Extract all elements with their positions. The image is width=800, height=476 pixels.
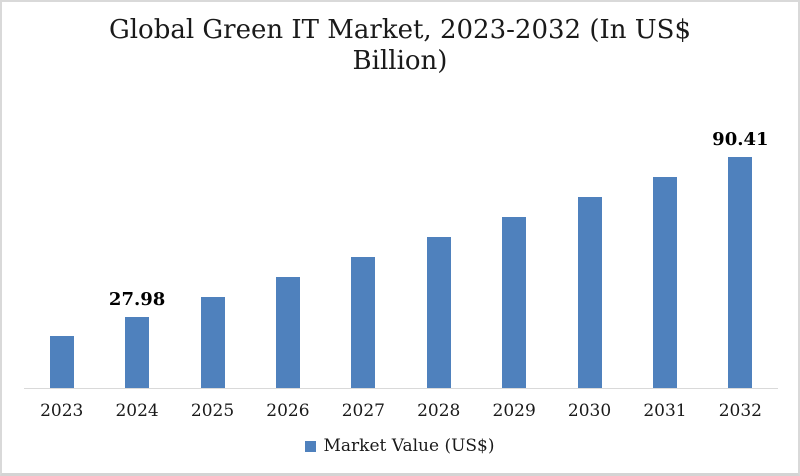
x-axis-label-2026: 2026 xyxy=(266,401,310,421)
x-axis-label-2023: 2023 xyxy=(40,401,84,421)
x-axis-label-2028: 2028 xyxy=(417,401,461,421)
x-axis-label-2029: 2029 xyxy=(492,401,536,421)
x-axis-label-2032: 2032 xyxy=(718,401,762,421)
bar-2030 xyxy=(577,197,602,388)
bar-slot-2027: 2027 xyxy=(326,102,401,421)
bar-slot-2030: 2030 xyxy=(552,102,627,421)
bar-2031 xyxy=(652,177,677,388)
data-label-2024: 27.98 xyxy=(108,289,166,310)
bar-slot-2026: 2026 xyxy=(250,102,325,421)
x-axis-label-2027: 2027 xyxy=(341,401,385,421)
legend-swatch-icon xyxy=(305,440,317,452)
bar-2025 xyxy=(200,297,225,388)
bar-slot-2031: 2031 xyxy=(627,102,702,421)
bar-slot-2024: 27.98 2024 xyxy=(99,102,174,421)
plot-area: 2023 27.98 2024 2025 2026 2027 2028 2029 2030 203… xyxy=(24,102,778,421)
bar-2023 xyxy=(49,336,74,388)
x-axis-label-2030: 2030 xyxy=(567,401,612,421)
bar-2026 xyxy=(275,277,300,388)
bar-2028 xyxy=(426,237,451,388)
bar-slot-2028: 2028 xyxy=(401,102,476,421)
bar-2027 xyxy=(351,257,376,388)
bar-2029 xyxy=(502,217,527,388)
bar-2032 xyxy=(728,157,753,388)
legend-label: Market Value (US$) xyxy=(323,436,495,456)
bar-slot-2032: 90.41 2032 xyxy=(703,102,778,421)
legend: Market Value (US$) xyxy=(2,436,798,456)
x-axis-label-2031: 2031 xyxy=(643,401,687,421)
x-axis-label-2024: 2024 xyxy=(115,401,159,421)
bar-slot-2029: 2029 xyxy=(476,102,551,421)
bar-2024 xyxy=(125,317,150,388)
bar-slot-2025: 2025 xyxy=(175,102,250,421)
bar-slot-2023: 2023 xyxy=(24,102,99,421)
chart-title: Global Green IT Market, 2023-2032 (In US… xyxy=(108,15,692,76)
x-axis-label-2025: 2025 xyxy=(190,401,235,421)
data-label-2032: 90.41 xyxy=(712,129,769,150)
